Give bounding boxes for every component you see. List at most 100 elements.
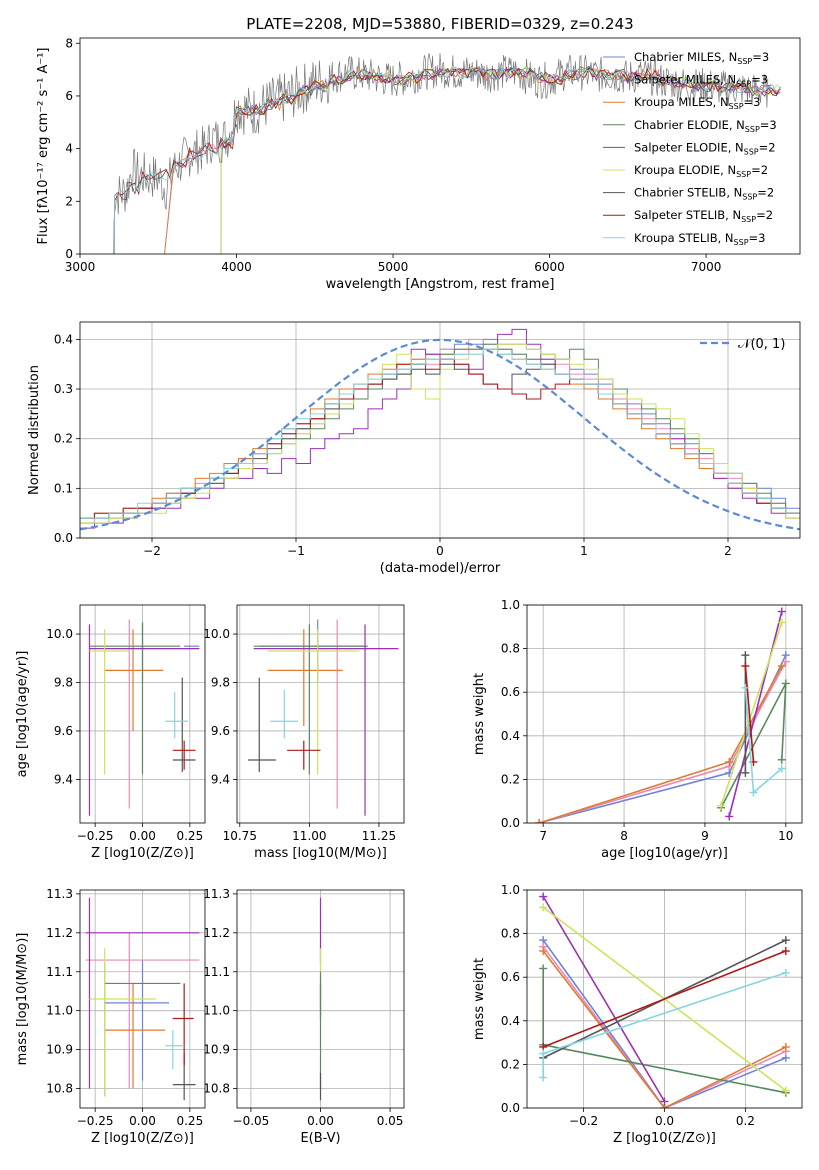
model-line-salpeter_stelib xyxy=(113,67,781,254)
y-tick-label: 0.2 xyxy=(501,1057,520,1071)
x-tick-label: 0.00 xyxy=(307,1114,334,1128)
x-tick-label: 6000 xyxy=(534,260,565,274)
y-tick-label: 11.2 xyxy=(203,926,230,940)
weight-marker-kroupa_miles xyxy=(725,757,734,766)
age-vs-mass-xlabel: mass [log10(M/M⊙)] xyxy=(254,846,387,861)
weight-marker-salpeter_stelib xyxy=(781,947,790,956)
y-tick-label: 0 xyxy=(65,247,73,261)
x-tick-label: 10.75 xyxy=(223,829,257,843)
x-tick-label: −2 xyxy=(143,544,161,558)
errorbar-point-kroupa_elodie xyxy=(89,948,156,1097)
spectrum-frame xyxy=(79,37,801,255)
weight-marker-kroupa_miles xyxy=(535,819,544,823)
weight-line-kroupa_elodie xyxy=(720,622,783,806)
x-tick-label: 1 xyxy=(580,544,588,558)
weight-marker-kroupa_stelib xyxy=(741,683,750,692)
weight-vs-age-xlabel: age [log10(age/yr)] xyxy=(601,846,728,861)
weight-line-salpeter_elodie xyxy=(542,896,666,1102)
weight-marker-salpeter_elodie xyxy=(660,1097,669,1106)
errorbar-point-chabrier_stelib xyxy=(248,677,276,773)
legend-label-salpeter_elodie: Salpeter ELODIE, NSSP=2 xyxy=(634,140,776,156)
histogram-kroupa_stelib xyxy=(80,348,800,538)
plots: 3000 4000 5000 6000 7000 0 2 4 6 8 Chabrier MILES,… xyxy=(15,36,803,1146)
errorbar-point-kroupa_miles xyxy=(267,629,343,727)
x-tick-label: 0.25 xyxy=(176,829,203,843)
weight-marker-kroupa_stelib xyxy=(539,1049,548,1058)
x-tick-label: 10 xyxy=(778,829,793,843)
y-tick-label: 0.4 xyxy=(501,729,520,743)
errorbar-point-kroupa_stelib xyxy=(165,1030,185,1070)
spectrum-legend: Chabrier MILES, NSSP=3 Salpeter MILES, NS… xyxy=(603,50,777,247)
y-tick-label: 0.3 xyxy=(54,382,73,396)
y-tick-label: 1.0 xyxy=(501,883,520,897)
weight-line-salpeter_stelib xyxy=(744,665,755,763)
errorbar-point-salpeter_elodie xyxy=(88,624,200,816)
age-vs-Z-ylabel: age [log10(age/yr)] xyxy=(15,651,30,778)
x-tick-label: −0.05 xyxy=(233,1114,270,1128)
y-tick-label: 11.3 xyxy=(203,887,230,901)
y-tick-label: 0.6 xyxy=(501,685,520,699)
weight-marker-kroupa_elodie xyxy=(781,1086,790,1095)
y-tick-label: 10.8 xyxy=(203,1082,230,1096)
y-tick-label: 0.8 xyxy=(501,642,520,656)
y-tick-label: 0.2 xyxy=(501,772,520,786)
residuals-marks xyxy=(80,328,800,538)
x-tick-label: 0 xyxy=(436,544,444,558)
residuals-frame xyxy=(79,321,801,539)
weight-line-salpeter_stelib xyxy=(542,950,787,1048)
x-tick-label: 4000 xyxy=(221,260,252,274)
y-tick-label: 8 xyxy=(65,36,73,50)
spectrum-marks xyxy=(113,53,781,254)
legend-label-salpeter_stelib: Salpeter STELIB, NSSP=2 xyxy=(634,208,773,224)
residuals-xlabel: (data-model)/error xyxy=(380,561,501,576)
x-tick-label: 11.25 xyxy=(362,829,396,843)
age-vs-mass-frame xyxy=(236,604,405,824)
y-tick-label: 0.0 xyxy=(501,816,520,830)
weight-marker-kroupa_miles xyxy=(539,947,548,956)
x-tick-label: 0.0 xyxy=(655,1114,674,1128)
errorbar-point-kroupa_elodie xyxy=(89,629,130,775)
x-tick-label: 0.2 xyxy=(736,1114,755,1128)
weight-marker-chabrier_stelib xyxy=(741,768,750,777)
weight-vs-Z-frame xyxy=(526,889,803,1109)
weight-line-chabrier_miles xyxy=(542,939,787,1108)
weight-marker-kroupa_elodie xyxy=(777,618,786,627)
errorbar-point-chabrier_miles xyxy=(141,621,200,683)
age-vs-Z-marks xyxy=(88,619,200,816)
y-tick-label: 11.3 xyxy=(46,887,73,901)
errorbar-point-salpeter_miles xyxy=(104,619,200,809)
spectrum-xlabel: wavelength [Angstrom, rest frame] xyxy=(326,277,555,292)
y-tick-label: 9.8 xyxy=(211,676,230,690)
age-vs-Z-axes: −0.25 0.00 0.25 9.4 9.6 9.8 10.0 xyxy=(46,605,205,843)
y-tick-label: 11.0 xyxy=(46,1004,73,1018)
legend-label-salpeter_miles: Salpeter MILES, NSSP=3 xyxy=(634,73,768,89)
weight-marker-kroupa_elodie xyxy=(539,903,548,912)
legend-label-chabrier_miles: Chabrier MILES, NSSP=3 xyxy=(634,50,769,66)
x-tick-label: 0.25 xyxy=(176,1114,203,1128)
x-tick-label: 9 xyxy=(701,829,709,843)
errorbar-point-chabrier_elodie xyxy=(253,624,368,775)
y-tick-label: 11.1 xyxy=(46,965,73,979)
weight-marker-salpeter_stelib xyxy=(741,662,750,671)
y-tick-label: 0.4 xyxy=(54,332,73,346)
y-tick-label: 10.9 xyxy=(46,1043,73,1057)
age-vs-mass-axes: 10.75 11.00 11.25 9.4 9.6 9.8 10.0 xyxy=(203,605,404,843)
age-vs-Z-xlabel: Z [log10(Z/Z⊙)] xyxy=(91,846,194,861)
mass-vs-Z-marks xyxy=(85,897,200,1101)
errorbar-point-chabrier_miles xyxy=(104,960,170,1081)
age-vs-Z-frame xyxy=(79,604,206,824)
mass-vs-Z-xlabel: Z [log10(Z/Z⊙)] xyxy=(91,1131,194,1146)
errorbar-point-kroupa_miles xyxy=(104,629,164,731)
x-tick-label: 7 xyxy=(539,829,547,843)
weight-marker-chabrier_elodie xyxy=(539,964,548,973)
weight-line-kroupa_miles xyxy=(542,950,787,1108)
weight-marker-kroupa_elodie xyxy=(717,801,726,810)
y-tick-label: 10.8 xyxy=(46,1082,73,1096)
residuals-ylabel: Normed distribution xyxy=(27,365,42,495)
weight-marker-chabrier_elodie xyxy=(781,679,790,688)
spectrum-ylabel: Flux [fλ10⁻¹⁷ erg cm⁻² s⁻¹ A⁻¹] xyxy=(36,48,51,245)
x-tick-label: 0.00 xyxy=(129,1114,156,1128)
errorbar-point-kroupa_stelib xyxy=(270,689,299,739)
weight-marker-salpeter_elodie xyxy=(725,812,734,821)
y-tick-label: 11.2 xyxy=(46,926,73,940)
